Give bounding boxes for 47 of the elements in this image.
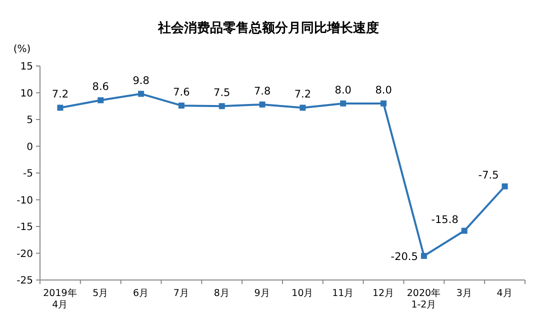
point [218,103,225,110]
point [57,104,64,111]
x-tick-label: 6月 [133,288,150,299]
point [420,252,427,259]
y-tick-label: 5 [26,115,33,126]
y-axis-title: (%) [13,44,31,55]
x-tick-label: 2020年 1-2月 [406,287,442,310]
data-label: -7.5 [478,169,499,182]
x-tick-label: 5月 [92,288,109,299]
x-tick-label: 7月 [173,288,190,299]
x-tick-label: 9月 [254,288,270,299]
y-tick-label: -10 [16,195,33,206]
point [380,100,387,106]
data-label: 7.2 [52,88,69,101]
x-tick-label: 2019年 4月 [43,287,78,310]
y-tick-label: 0 [26,142,33,153]
y-tick-label: -25 [16,276,33,286]
y-tick-label: 10 [20,88,33,100]
x-tick-label: 3月 [456,288,472,299]
x-tick-label: 4月 [496,288,513,299]
x-tick-label: 11月 [332,288,354,299]
x-tick-label: 8月 [214,288,230,299]
data-label: 8.6 [92,81,110,94]
data-label: 8.0 [334,84,352,96]
data-label: -20.5 [390,250,418,263]
chart-title: 社会消费品零售总额分月同比增长速度 [157,20,379,36]
y-tick-label: -5 [23,168,33,180]
point [138,90,144,97]
y-tick-label: -15 [16,222,33,233]
data-label: 9.8 [132,74,150,87]
x-tick-label: 10月 [292,288,314,299]
data-label: -15.8 [431,214,458,226]
data-label: 7.2 [294,88,312,101]
y-tick-label: -20 [16,248,33,260]
point [461,228,468,234]
point [98,97,104,104]
point [502,183,508,190]
data-label: 7.5 [214,87,230,100]
point [300,104,306,111]
x-tick-label: 12月 [372,288,395,299]
point [259,102,266,108]
point [340,100,346,106]
point [178,102,184,109]
data-label: 7.6 [173,86,190,99]
data-label: 7.8 [254,86,271,98]
y-tick-label: 15 [20,62,33,72]
data-label: 8.0 [375,84,392,96]
